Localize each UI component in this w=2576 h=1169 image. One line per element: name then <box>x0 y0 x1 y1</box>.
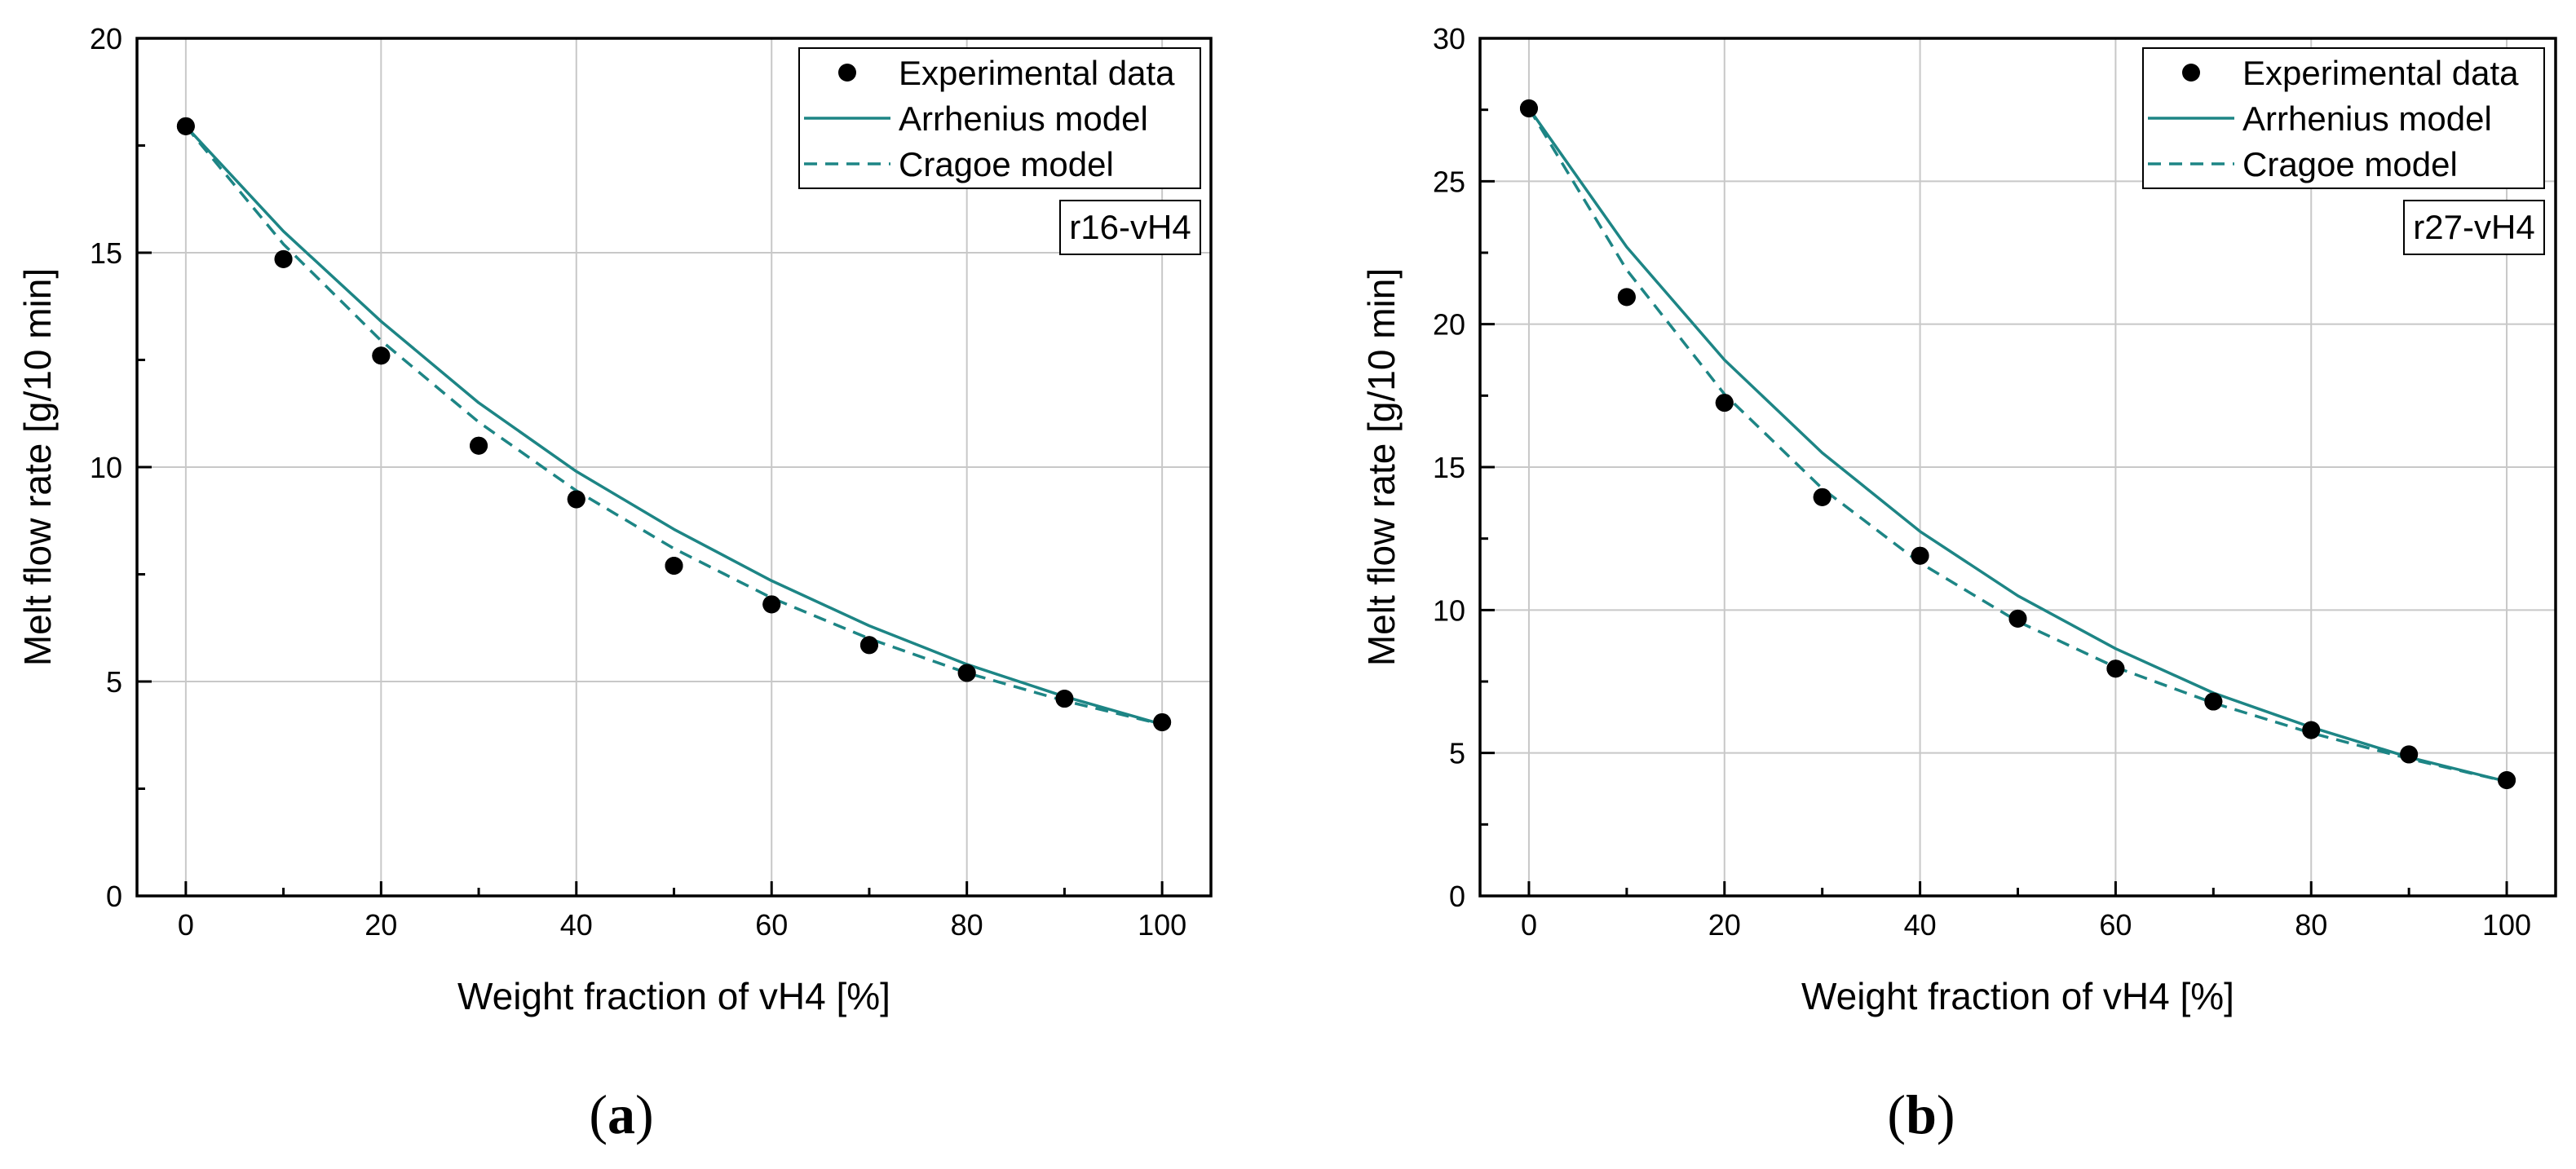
data-point-experimental <box>1715 394 1734 412</box>
series-line-arrhenius <box>184 125 1163 726</box>
y-tick-label: 30 <box>1433 22 1465 55</box>
x-tick-label: 40 <box>1904 908 1937 942</box>
y-tick-label: 5 <box>106 665 122 699</box>
data-point-experimental <box>2204 692 2223 711</box>
data-point-experimental <box>470 436 488 455</box>
legend-symbol-marker <box>838 64 856 82</box>
legend-label: Arrhenius model <box>2242 99 2492 138</box>
chart-panel-a: 0 20 40 60 80 100 0 5 10 15 20 Experimental data Arr… <box>16 22 1213 1145</box>
legend-label: Cragoe model <box>2242 145 2458 183</box>
panel-letter: b <box>1906 1083 1937 1145</box>
data-point-experimental <box>567 490 585 509</box>
data-point-experimental <box>665 556 683 575</box>
x-tick-label: 20 <box>365 908 397 942</box>
data-point-experimental <box>2498 770 2516 789</box>
chart-panel-b: 0 20 40 60 80 100 0 5 10 15 20 25 30 Experimental dat… <box>1360 22 2557 1145</box>
y-axis-title: Melt flow rate [g/10 min] <box>16 268 59 666</box>
sample-tag: r16-vH4 <box>1069 208 1191 246</box>
panel-label: (b) <box>1887 1083 1955 1145</box>
legend-label: Arrhenius model <box>899 99 1148 138</box>
plot-frame <box>135 37 1213 898</box>
x-tick-label: 100 <box>1138 908 1186 942</box>
x-tick-label: 80 <box>951 908 983 942</box>
y-tick-label: 10 <box>1433 593 1465 627</box>
data-point-experimental <box>762 595 781 614</box>
y-tick-label: 25 <box>1433 165 1465 198</box>
series-line-cragoe <box>1527 108 2508 783</box>
sample-tag-box <box>2403 200 2545 255</box>
panel-label: (a) <box>589 1083 653 1145</box>
x-tick-label: 60 <box>755 908 788 942</box>
series-line-arrhenius <box>1527 107 2508 783</box>
x-tick-label: 0 <box>178 908 194 942</box>
data-point-experimental <box>957 664 976 682</box>
series-line-cragoe <box>184 125 1163 726</box>
data-point-experimental <box>1617 288 1636 307</box>
data-point-experimental <box>2400 745 2419 764</box>
data-point-experimental <box>1055 690 1074 708</box>
x-tick-label: 60 <box>2099 908 2132 942</box>
y-tick-label: 5 <box>1449 737 1465 770</box>
sample-tag-box <box>1059 200 1201 255</box>
x-axis-title: Weight fraction of vH4 [%] <box>457 975 890 1017</box>
data-point-experimental <box>1153 712 1172 731</box>
y-axis-title: Melt flow rate [g/10 min] <box>1360 268 1403 666</box>
sample-tag: r27-vH4 <box>2413 208 2534 246</box>
x-tick-label: 0 <box>1521 908 1537 942</box>
data-point-experimental <box>1813 487 1831 506</box>
y-tick-label: 15 <box>1433 451 1465 484</box>
legend-symbol-marker <box>2182 64 2200 82</box>
panel-letter: a <box>608 1083 635 1145</box>
x-axis-title: Weight fraction of vH4 [%] <box>1801 975 2234 1017</box>
y-tick-label: 0 <box>106 880 122 913</box>
data-point-experimental <box>2008 609 2027 628</box>
x-tick-label: 100 <box>2482 908 2531 942</box>
x-tick-label: 80 <box>2295 908 2327 942</box>
x-tick-label: 40 <box>560 908 593 942</box>
data-point-experimental <box>372 346 391 365</box>
data-point-experimental <box>2106 659 2125 678</box>
legend-label: Experimental data <box>899 54 1175 92</box>
data-point-experimental <box>176 117 195 135</box>
plot-frame <box>1478 37 2557 898</box>
x-tick-label: 20 <box>1708 908 1741 942</box>
y-tick-label: 0 <box>1449 880 1465 913</box>
data-point-experimental <box>1911 546 1929 565</box>
legend-label: Experimental data <box>2242 54 2519 92</box>
legend: Experimental data Arrhenius model Cragoe m… <box>798 47 1201 189</box>
y-tick-label: 10 <box>90 451 122 484</box>
legend: Experimental data Arrhenius model Cragoe m… <box>2142 47 2545 189</box>
y-tick-label: 15 <box>90 236 122 270</box>
data-point-experimental <box>2302 721 2321 739</box>
legend-label: Cragoe model <box>899 145 1114 183</box>
data-point-experimental <box>859 636 878 655</box>
data-point-experimental <box>274 249 293 268</box>
y-tick-label: 20 <box>90 22 122 55</box>
data-point-experimental <box>1519 99 1538 117</box>
y-tick-label: 20 <box>1433 308 1465 342</box>
